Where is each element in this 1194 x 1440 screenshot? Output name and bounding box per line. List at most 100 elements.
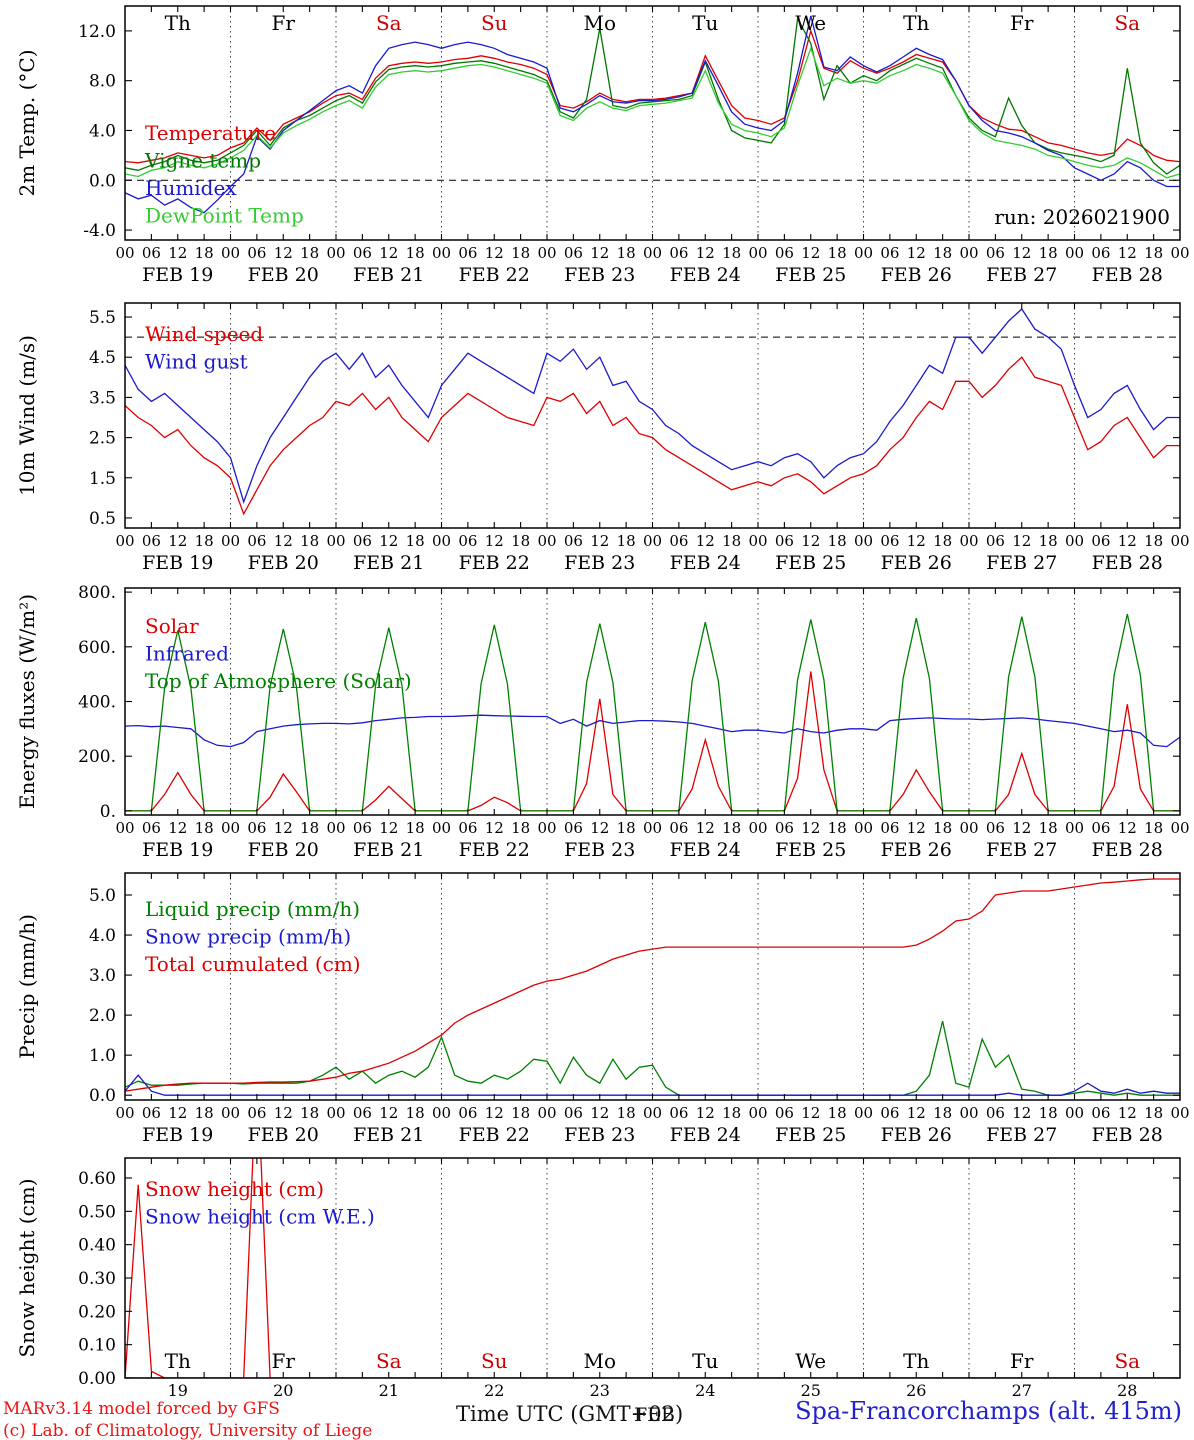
legend-humidex: Humidex <box>145 176 237 200</box>
temp2m-panel: 12.0 8.0 4.0 0.0 -4.0 2m Temp. (°C) 00 06 12 18 00… <box>15 5 1190 286</box>
date-label: FEB 27 <box>986 552 1057 574</box>
hour-label: 18 <box>195 1104 214 1122</box>
daynum-label: 27 <box>1012 1381 1032 1400</box>
hour-label: 00 <box>1170 532 1189 550</box>
hour-label: 12 <box>1118 1104 1137 1122</box>
hour-label: 00 <box>1065 819 1084 837</box>
hour-label: 12 <box>907 244 926 262</box>
date-label: FEB 25 <box>775 264 846 286</box>
hour-label: 18 <box>722 532 741 550</box>
hour-label: 00 <box>221 819 240 837</box>
date-label: FEB 22 <box>459 1124 530 1146</box>
y-tick-label: 600. <box>78 638 116 658</box>
y-tick-label: 1.0 <box>89 1046 116 1066</box>
hour-label: 06 <box>1091 819 1110 837</box>
hour-label: 00 <box>326 1104 345 1122</box>
hour-label: 00 <box>748 1104 767 1122</box>
y-tick-label: 0.30 <box>78 1269 116 1289</box>
series-dewpoint-temp <box>125 46 1180 179</box>
hour-label: 00 <box>959 819 978 837</box>
daynum-label: 19 <box>168 1381 188 1400</box>
y-axis-title: Energy fluxes (W/m²) <box>15 594 39 809</box>
hour-label: 06 <box>880 1104 899 1122</box>
series-liquid-precip-mm-h- <box>125 1020 1180 1096</box>
hour-label: 00 <box>221 244 240 262</box>
hour-label: 06 <box>458 1104 477 1122</box>
hour-label: 12 <box>801 244 820 262</box>
legend-top-of-atmosphere-solar-: Top of Atmosphere (Solar) <box>145 669 412 693</box>
weekday-label: Sa <box>376 11 402 35</box>
y-tick-label: 4.5 <box>89 348 116 368</box>
date-label: FEB 22 <box>459 552 530 574</box>
hour-label: 18 <box>195 244 214 262</box>
y-tick-label: 800. <box>78 583 116 603</box>
hour-label: 12 <box>907 1104 926 1122</box>
hour-label: 06 <box>775 1104 794 1122</box>
y-tick-label: 4.0 <box>89 121 116 141</box>
daynum-label: 21 <box>379 1381 399 1400</box>
hour-label: 06 <box>353 819 372 837</box>
y-tick-label: 1.5 <box>89 469 116 489</box>
hour-label: 18 <box>195 819 214 837</box>
date-label: FEB 23 <box>564 1124 635 1146</box>
legend-infrared: Infrared <box>145 642 229 666</box>
hour-label: 12 <box>379 532 398 550</box>
date-label: FEB 21 <box>353 1124 424 1146</box>
series-wind-speed <box>125 356 1180 516</box>
hour-label: 18 <box>1144 819 1163 837</box>
hour-label: 06 <box>986 244 1005 262</box>
hour-label: 18 <box>1144 532 1163 550</box>
hour-label: 12 <box>696 532 715 550</box>
hour-label: 12 <box>1118 819 1137 837</box>
hour-label: 18 <box>828 244 847 262</box>
y-tick-label: 0.5 <box>89 509 116 529</box>
hour-label: 18 <box>1039 532 1058 550</box>
hour-label: 18 <box>722 1104 741 1122</box>
y-tick-label: 5.5 <box>89 308 116 328</box>
legend-solar: Solar <box>145 614 199 638</box>
weekday-label: Sa <box>376 1349 402 1373</box>
hour-label: 00 <box>959 1104 978 1122</box>
y-axis-title: 10m Wind (m/s) <box>15 335 39 496</box>
date-label: FEB 21 <box>353 264 424 286</box>
hour-label: 18 <box>511 244 530 262</box>
hour-label: 00 <box>854 819 873 837</box>
energy-panel: 800. 600. 400. 200. 0. Energy fluxes (W/m²) 00… <box>15 583 1190 861</box>
hour-label: 12 <box>1012 244 1031 262</box>
y-tick-label: 4.0 <box>89 926 116 946</box>
weekday-label: Fr <box>272 11 296 35</box>
hour-label: 12 <box>168 244 187 262</box>
hour-label: 00 <box>326 532 345 550</box>
hour-label: 06 <box>564 819 583 837</box>
date-label: FEB 20 <box>248 264 319 286</box>
model-credit-line: MARv3.14 model forced by GFS <box>3 1399 280 1419</box>
weekday-label: Su <box>481 11 508 35</box>
legend-wind-gust: Wind gust <box>145 350 248 374</box>
hour-label: 12 <box>1118 532 1137 550</box>
date-label: FEB 28 <box>1092 1124 1163 1146</box>
daynum-label: 25 <box>801 1381 821 1400</box>
daynum-label: 22 <box>484 1381 504 1400</box>
y-tick-label: 0. <box>100 802 116 822</box>
date-label: FEB 25 <box>775 552 846 574</box>
hour-label: 12 <box>801 532 820 550</box>
weekday-label: We <box>795 1349 826 1373</box>
y-tick-label: 200. <box>78 747 116 767</box>
feb-overlap-label: FEB <box>634 1404 676 1426</box>
hour-label: 00 <box>326 244 345 262</box>
hour-label: 00 <box>1170 244 1189 262</box>
weekday-label: Mo <box>583 11 616 35</box>
date-label: FEB 24 <box>670 1124 741 1146</box>
hour-label: 00 <box>115 244 134 262</box>
hour-label: 12 <box>1012 532 1031 550</box>
y-tick-label: 0.0 <box>89 171 116 191</box>
hour-label: 00 <box>748 244 767 262</box>
date-label: FEB 20 <box>248 552 319 574</box>
hour-label: 12 <box>696 244 715 262</box>
hour-label: 06 <box>247 244 266 262</box>
hour-label: 00 <box>537 819 556 837</box>
hour-label: 18 <box>617 819 636 837</box>
hour-label: 06 <box>564 532 583 550</box>
y-tick-label: 0.0 <box>89 1086 116 1106</box>
hour-label: 06 <box>775 819 794 837</box>
